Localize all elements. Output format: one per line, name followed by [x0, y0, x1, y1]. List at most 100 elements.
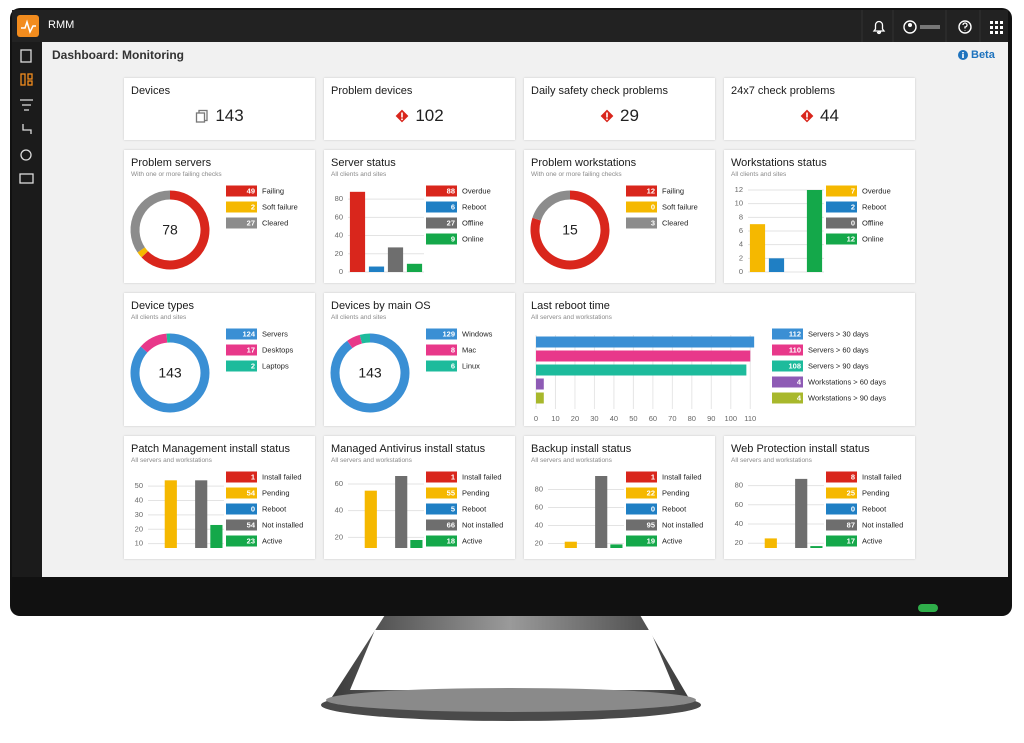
x-tick-label: 40 [610, 414, 618, 423]
chart: 20 40 60 80 8 Install failed 25 Pending 0 Reboot 8… [735, 471, 903, 548]
legend-label: Pending [862, 488, 890, 497]
beta-link[interactable]: Beta [958, 49, 995, 61]
widget-card: Daily safety check problems 29 [524, 78, 715, 140]
x-tick-label: 110 [744, 414, 756, 423]
y-tick-label: 8 [739, 212, 743, 221]
bar [368, 266, 385, 272]
x-tick-label: 0 [534, 414, 538, 423]
legend-label: Not installed [262, 520, 303, 529]
user-icon[interactable] [903, 20, 917, 34]
legend-swatch [626, 535, 657, 547]
kpi-value-row: 44 [724, 106, 915, 126]
legend-swatch [426, 519, 457, 531]
legend-value: 4 [797, 377, 802, 386]
y-tick-label: 20 [335, 532, 343, 541]
legend-swatch [426, 233, 457, 245]
widget-subtitle: With one or more failing checks [131, 171, 222, 178]
legend-swatch [226, 201, 257, 213]
y-tick-label: 60 [335, 212, 343, 221]
alert-dot [606, 118, 608, 121]
widget-title: Workstations status [731, 157, 827, 169]
legend-value: 54 [247, 488, 256, 497]
page-title: Dashboard: Monitoring [52, 48, 184, 62]
y-tick-label: 2 [739, 253, 743, 262]
legend-value: 7 [851, 186, 855, 195]
widget-card: Backup install status All servers and wor… [524, 436, 715, 559]
stand-cutout [350, 630, 675, 690]
widget-subtitle: All servers and workstations [531, 314, 612, 321]
legend-label: Failing [662, 186, 684, 195]
nav-search[interactable] [20, 149, 32, 161]
power-led [918, 604, 938, 612]
widget-card: Web Protection install status All servers… [724, 436, 915, 559]
legend-swatch [772, 360, 803, 372]
legend-value: 55 [447, 488, 455, 497]
y-tick-label: 50 [135, 481, 143, 490]
donut-segment [359, 333, 371, 344]
legend-value: 25 [847, 488, 855, 497]
widget-subtitle: All servers and workstations [131, 457, 212, 464]
widget-subtitle: All servers and workstations [731, 457, 812, 464]
legend-swatch [226, 360, 257, 372]
legend-label: Pending [262, 488, 290, 497]
info-icon [958, 50, 968, 60]
nav-workflow[interactable] [22, 124, 32, 134]
legend-swatch [772, 376, 803, 388]
widget-title: Problem devices [331, 85, 413, 97]
nav-dashboard[interactable] [20, 73, 33, 86]
nav-monitor[interactable] [19, 173, 34, 184]
alert-icon [800, 109, 814, 123]
legend-value: 129 [442, 329, 455, 338]
y-tick-label: 6 [739, 226, 743, 235]
legend-label: Reboot [462, 504, 487, 513]
widget-title: Managed Antivirus install status [331, 443, 486, 455]
bar [806, 190, 823, 272]
legend-label: Failing [262, 186, 284, 195]
legend-value: 112 [789, 329, 801, 338]
bar [164, 480, 177, 548]
kpi-value: 29 [620, 106, 639, 125]
app-name: RMM [48, 19, 75, 31]
widget-title: Web Protection install status [731, 443, 870, 455]
apps-icon[interactable] [990, 21, 1003, 34]
legend-label: Pending [462, 488, 490, 497]
donut-total: 143 [358, 365, 382, 381]
bar [349, 191, 366, 272]
legend-value: 5 [451, 504, 455, 513]
legend-swatch [226, 328, 257, 340]
legend-swatch [772, 392, 803, 404]
legend-label: Reboot [462, 202, 487, 211]
top-dividers [861, 10, 981, 42]
widget-card: Devices by main OS All clients and sites 1… [324, 293, 515, 426]
widget-title: Patch Management install status [131, 443, 290, 455]
alert-mark [806, 112, 808, 118]
legend-value: 27 [247, 218, 255, 227]
widget-card: Patch Management install status All serve… [124, 436, 315, 559]
legend-swatch [826, 217, 857, 229]
legend-swatch [226, 487, 257, 499]
nav-devices[interactable] [20, 49, 32, 63]
widget-subtitle: All clients and sites [331, 314, 387, 321]
legend-swatch [426, 201, 457, 213]
bar [595, 476, 608, 548]
legend-label: Workstations > 60 days [808, 377, 886, 386]
legend-label: Active [462, 536, 482, 545]
legend-swatch [226, 185, 257, 197]
y-tick-label: 30 [135, 510, 143, 519]
x-tick-label: 20 [571, 414, 579, 423]
legend-label: Reboot [862, 504, 887, 513]
legend-value: 12 [647, 186, 655, 195]
bell-icon[interactable] [872, 20, 886, 35]
chart: 0 10 20 30 40 50 60 70 80 90 100 110 112 Servers > 30… [534, 328, 886, 423]
help-icon[interactable] [958, 20, 972, 34]
legend-value: 2 [251, 202, 255, 211]
legend-swatch [826, 519, 857, 531]
legend-value: 12 [847, 234, 855, 243]
legend-label: Install failed [862, 472, 902, 481]
y-tick-label: 12 [735, 185, 743, 194]
legend-value: 95 [647, 520, 655, 529]
legend-label: Install failed [662, 472, 702, 481]
nav-filter[interactable] [20, 99, 33, 111]
stand-base-top [326, 688, 696, 712]
